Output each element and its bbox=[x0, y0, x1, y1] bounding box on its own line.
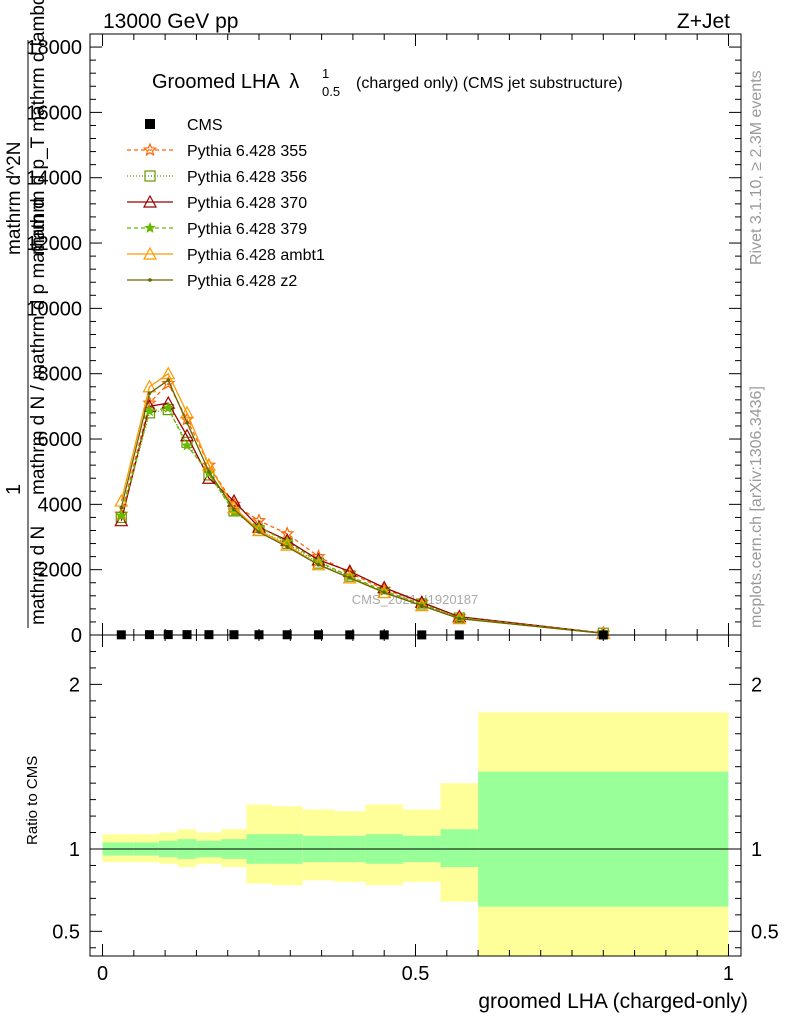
title-rest: (charged only) (CMS jet substructure) bbox=[356, 75, 623, 92]
title-sub: 0.5 bbox=[322, 84, 340, 99]
legend-item: CMS bbox=[145, 117, 223, 134]
series-point bbox=[347, 576, 352, 580]
plot-title: Groomed LHA λ bbox=[152, 71, 299, 93]
ylabel-line1: 1 bbox=[3, 484, 25, 495]
legend-item: Pythia 6.428 379 bbox=[127, 221, 307, 238]
series-point bbox=[311, 557, 326, 571]
series-point bbox=[316, 562, 321, 567]
ratio-y-tick-label: 2 bbox=[69, 674, 80, 696]
header-right: Z+Jet bbox=[677, 10, 730, 33]
header-left: 13000 GeV pp bbox=[103, 10, 238, 33]
series-line bbox=[120, 379, 604, 635]
ratio-y-tick-label: 1 bbox=[69, 839, 80, 861]
series-point bbox=[142, 246, 158, 260]
ylabel-line2: mathrm d N bbox=[28, 526, 49, 625]
title-sup: 1 bbox=[322, 66, 329, 81]
main-ylabel: 1 mathrm d N mathrm d N / mathrm d p mat… bbox=[3, 0, 49, 628]
ratio-axes: 0.5 0.5 1 1 2 2 0 0.5 1 bbox=[52, 634, 779, 985]
ratio-panel bbox=[90, 712, 741, 956]
legend-label: Pythia 6.428 356 bbox=[187, 169, 307, 186]
series-point bbox=[148, 278, 152, 282]
y-tick-label: 4000 bbox=[38, 494, 83, 516]
x-tick-label: 1 bbox=[723, 963, 734, 985]
y-tick-label: 2000 bbox=[38, 560, 83, 582]
series-point bbox=[166, 378, 171, 383]
y-tick-label: 0 bbox=[71, 625, 82, 647]
legend: CMS Pythia 6.428 355 Pythia 6.428 356 Pythi… bbox=[127, 117, 325, 290]
legend-marker bbox=[145, 119, 155, 129]
legend-label: Pythia 6.428 z2 bbox=[187, 273, 297, 290]
title-lambda: λ bbox=[289, 71, 299, 93]
series-point bbox=[342, 570, 357, 584]
y-tick-label: 16000 bbox=[26, 102, 82, 124]
legend-item: Pythia 6.428 z2 bbox=[127, 273, 297, 290]
ratio-y-tick-label-right: 2 bbox=[751, 674, 762, 696]
legend-item: Pythia 6.428 356 bbox=[127, 169, 307, 186]
legend-label: Pythia 6.428 370 bbox=[187, 195, 307, 212]
series-point bbox=[142, 194, 158, 208]
legend-item: Pythia 6.428 370 bbox=[127, 194, 307, 212]
series-point bbox=[162, 401, 174, 413]
ylabel-line5: mathrm d p_T mathrm d lambda bbox=[28, 0, 49, 255]
series-point bbox=[119, 505, 124, 510]
series-point bbox=[382, 590, 387, 595]
series-point bbox=[181, 439, 193, 451]
series-point bbox=[457, 616, 462, 621]
series-point bbox=[207, 469, 211, 474]
legend-label: CMS bbox=[187, 117, 223, 134]
y-tick-label: 8000 bbox=[38, 364, 83, 386]
legend-item: Pythia 6.428 355 bbox=[127, 142, 307, 160]
title-main: Groomed LHA bbox=[152, 71, 280, 93]
series-line bbox=[120, 407, 604, 634]
series-point bbox=[377, 585, 392, 599]
series-point bbox=[180, 405, 195, 419]
series-point bbox=[144, 170, 156, 182]
y-tick-label: 10000 bbox=[26, 298, 82, 320]
x-axis-label: groomed LHA (charged-only) bbox=[478, 990, 748, 1013]
legend-label: Pythia 6.428 ambt1 bbox=[187, 247, 325, 264]
ylabel-line4: mathrm d^2N bbox=[4, 142, 25, 255]
series-point bbox=[226, 500, 241, 514]
ylabel-line3: mathrm d N / mathrm d p mathrm d bbox=[28, 198, 49, 495]
legend-label: Pythia 6.428 379 bbox=[187, 221, 307, 238]
y-tick-label: 6000 bbox=[38, 429, 83, 451]
x-tick-label: 0 bbox=[97, 963, 108, 985]
series-point bbox=[185, 420, 189, 425]
legend-item: Pythia 6.428 ambt1 bbox=[127, 246, 325, 264]
ratio-inner-band bbox=[440, 829, 479, 868]
ratio-inner-band bbox=[478, 771, 729, 907]
y-tick-label: 14000 bbox=[26, 168, 82, 190]
y-tick-label: 18000 bbox=[26, 37, 82, 59]
series-point bbox=[232, 507, 236, 512]
ratio-y-tick-label-right: 1 bbox=[751, 839, 762, 861]
legend-label: Pythia 6.428 355 bbox=[187, 143, 307, 160]
series-point bbox=[419, 603, 424, 608]
main-axes: 0 2000 4000 6000 8000 10000 12000 14000 16000 180… bbox=[26, 33, 742, 647]
series-point bbox=[147, 391, 152, 396]
series-pythia-6-428-z2 bbox=[119, 378, 606, 636]
rivet-label: Rivet 3.1.10, ≥ 2.3M events bbox=[748, 70, 765, 265]
ratio-ylabel: Ratio to CMS bbox=[24, 756, 41, 845]
series-point bbox=[257, 530, 261, 534]
series-point bbox=[142, 142, 158, 157]
ratio-y-tick-label-right: 0.5 bbox=[751, 921, 779, 943]
mcplots-label: mcplots.cern.ch [arXiv:1306.3436] bbox=[748, 386, 765, 628]
series-point bbox=[285, 545, 289, 549]
series-point bbox=[144, 221, 156, 233]
y-tick-label: 12000 bbox=[26, 233, 82, 255]
series-point bbox=[226, 493, 241, 507]
x-tick-label: 0.5 bbox=[402, 963, 430, 985]
series-point bbox=[115, 509, 128, 521]
ratio-y-tick-label: 0.5 bbox=[52, 921, 80, 943]
